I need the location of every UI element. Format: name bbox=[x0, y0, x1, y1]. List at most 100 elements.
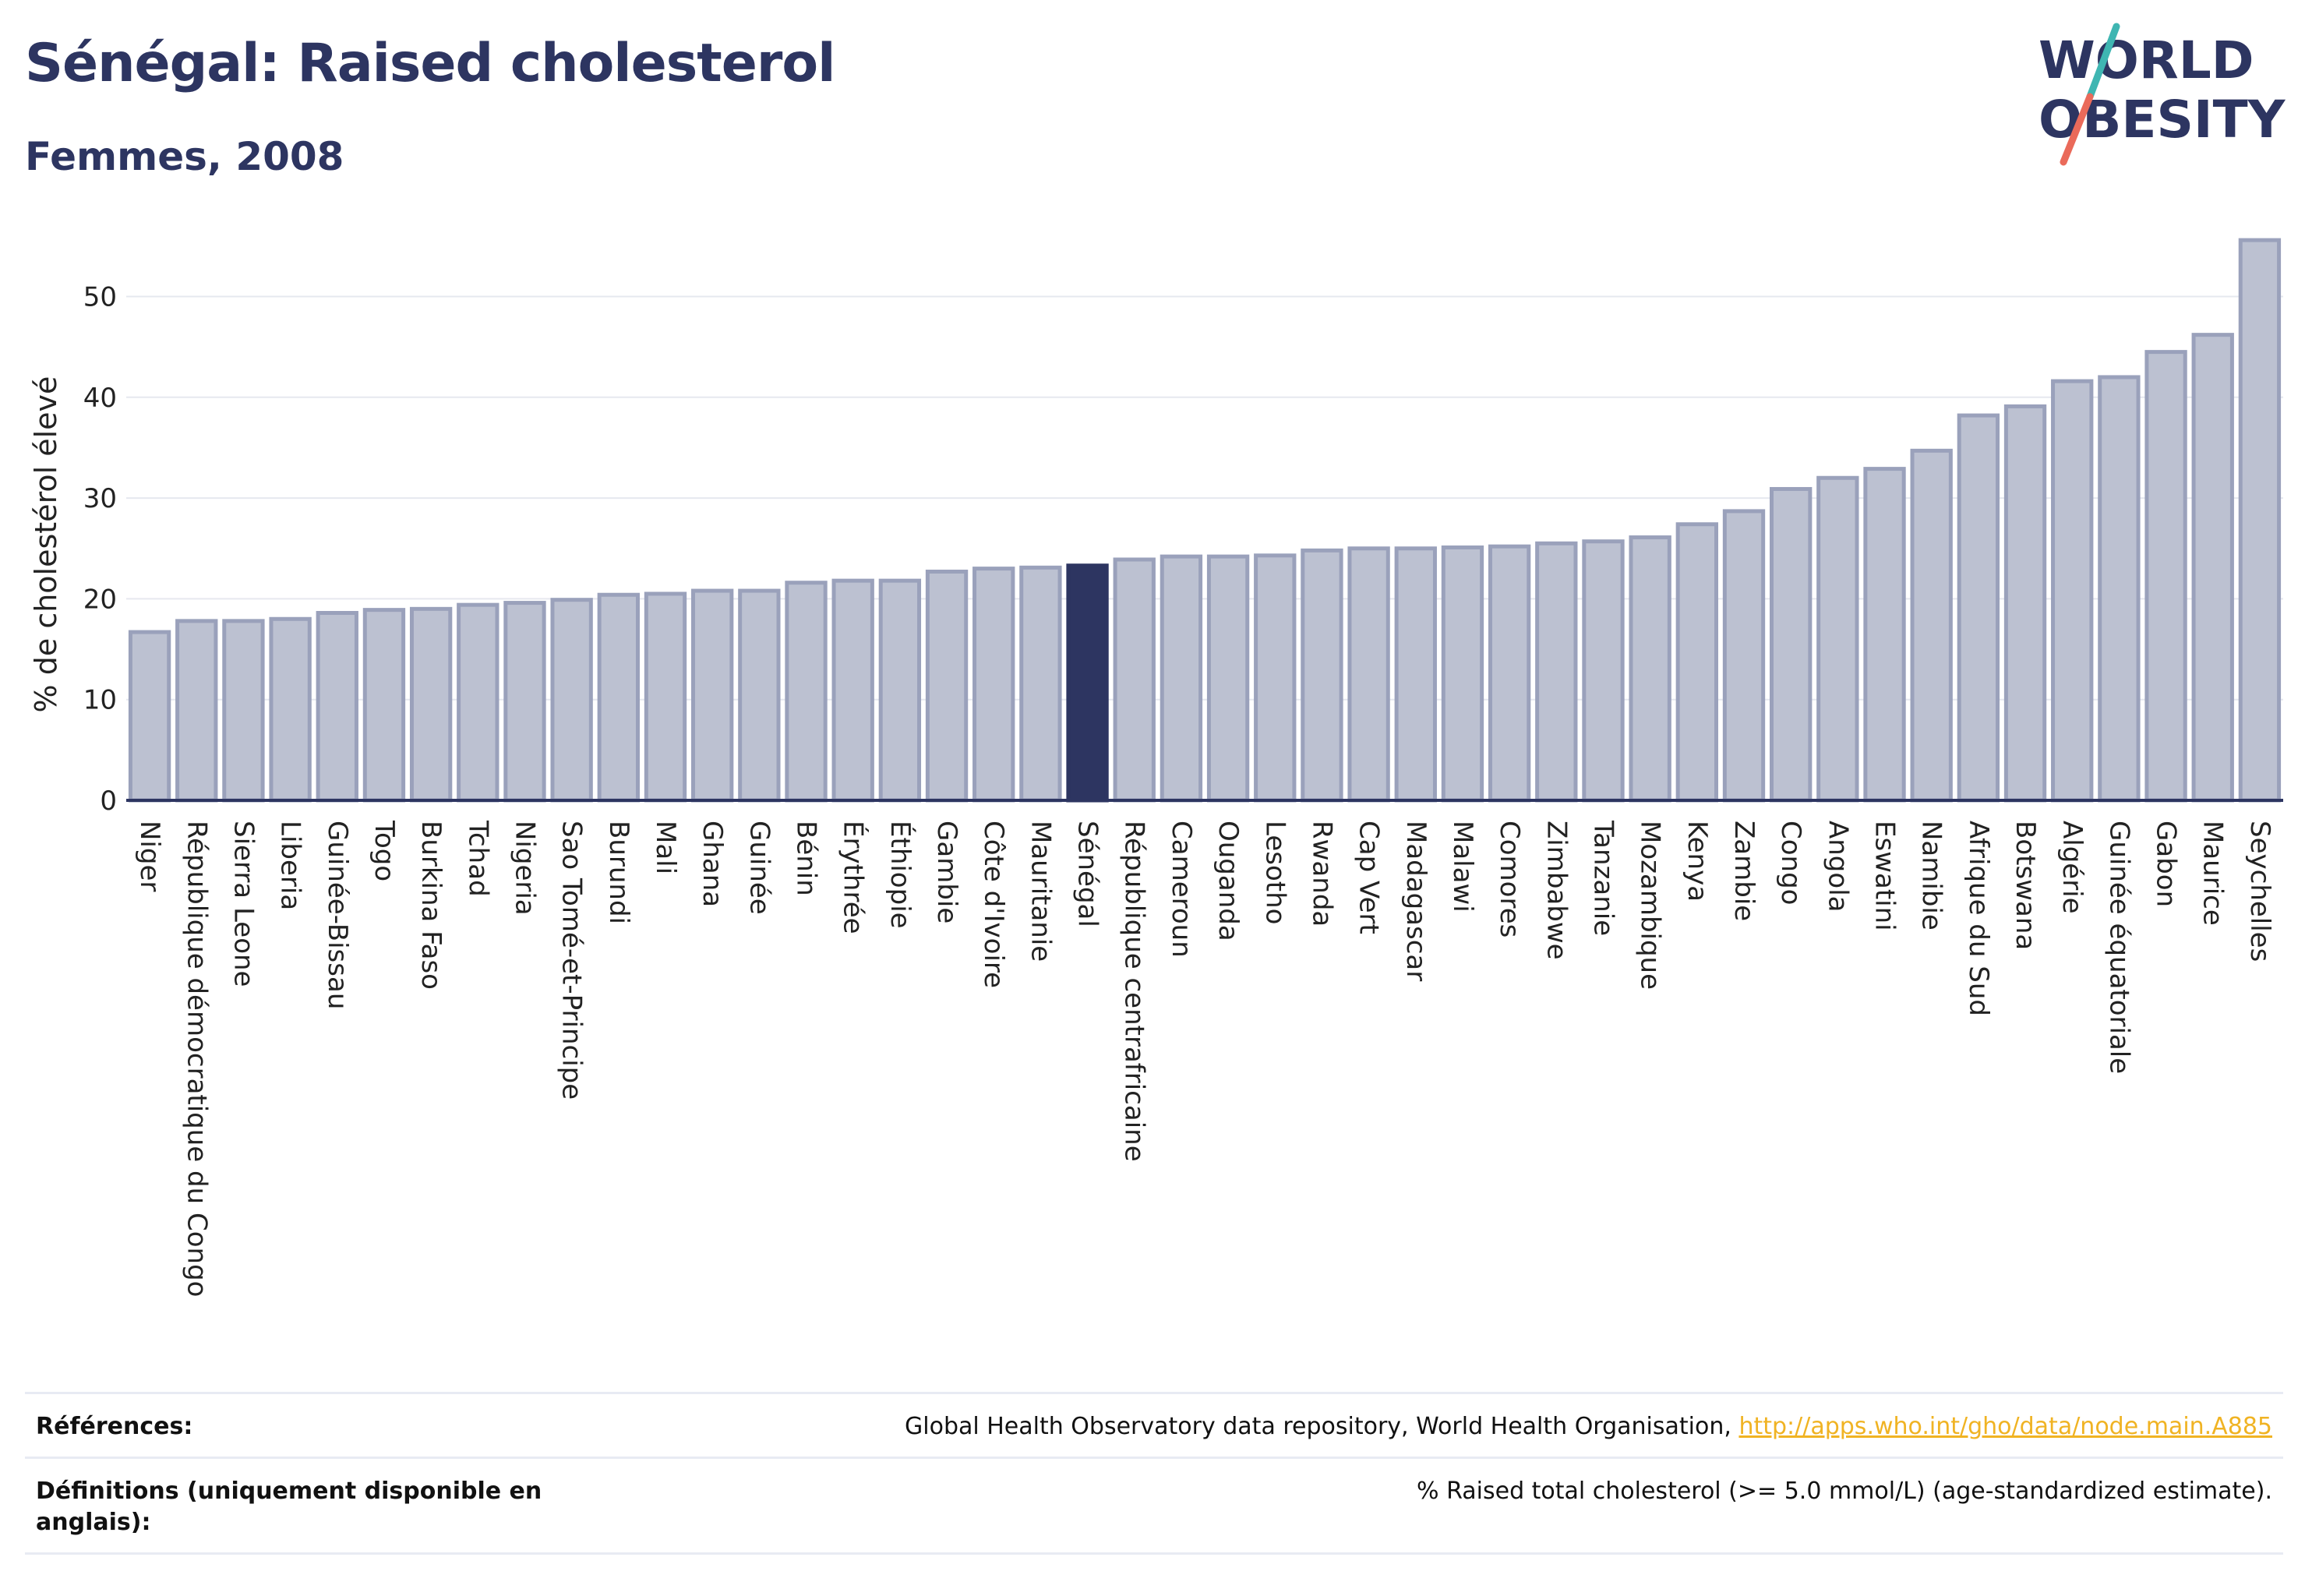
x-tick-label: Malawi bbox=[1447, 821, 1478, 913]
x-tick-label: Bénin bbox=[791, 821, 822, 896]
bar bbox=[128, 630, 171, 803]
logo-line-1: WORLD bbox=[2038, 30, 2254, 90]
bar bbox=[1206, 554, 1250, 803]
x-tick-label: Kenya bbox=[1682, 821, 1713, 902]
references-text: Global Health Observatory data repositor… bbox=[905, 1413, 1739, 1440]
y-tick-label: 0 bbox=[100, 786, 117, 817]
bar bbox=[362, 608, 406, 803]
references-link[interactable]: http://apps.who.int/gho/data/node.main.A… bbox=[1738, 1413, 2272, 1440]
x-tick-label: Eswatini bbox=[1869, 821, 1901, 931]
x-tick-label: Madagascar bbox=[1400, 821, 1431, 981]
bar bbox=[269, 616, 312, 803]
bar bbox=[972, 567, 1015, 803]
y-tick-label: 20 bbox=[83, 584, 117, 615]
y-tick-label: 50 bbox=[83, 282, 117, 313]
bar bbox=[925, 569, 969, 803]
x-tick-label: Lesotho bbox=[1259, 821, 1290, 924]
x-tick-label: Zambie bbox=[1728, 821, 1760, 921]
x-tick-label: Algérie bbox=[2056, 821, 2088, 914]
bar bbox=[1113, 557, 1156, 803]
bar bbox=[175, 619, 218, 803]
x-tick-label: Sénégal bbox=[1072, 821, 1103, 927]
definitions-row: Définitions (uniquement disponible en an… bbox=[25, 1457, 2283, 1555]
bar bbox=[1722, 509, 1766, 803]
x-tick-label: Botswana bbox=[2010, 821, 2041, 950]
x-tick-label: Gambie bbox=[931, 821, 962, 923]
bar bbox=[1957, 413, 2000, 803]
x-tick-label: Érythrée bbox=[838, 821, 870, 934]
x-tick-label: Mauritanie bbox=[1025, 821, 1056, 962]
x-tick-label: Guinée bbox=[743, 821, 775, 915]
x-tick-label: Congo bbox=[1775, 821, 1806, 905]
bar bbox=[457, 602, 499, 803]
x-tick-label: Comores bbox=[1494, 821, 1525, 937]
x-tick-label: Côte d'Ivoire bbox=[978, 821, 1009, 988]
bar-highlighted bbox=[1066, 563, 1109, 803]
x-axis-ticks: Niger République démocratique du Congo Sie… bbox=[134, 820, 2275, 1297]
bar bbox=[1863, 467, 1906, 803]
x-tick-label: Namibie bbox=[1916, 821, 1947, 930]
bar bbox=[878, 578, 922, 803]
world-obesity-logo: WORLD OBESITY bbox=[2038, 23, 2286, 166]
x-tick-label: Cameroun bbox=[1166, 821, 1197, 958]
x-tick-label: Éthiopie bbox=[884, 821, 916, 929]
chart-title: Sénégal: Raised cholesterol bbox=[25, 33, 835, 94]
x-tick-label: Afrique du Sud bbox=[1963, 821, 1994, 1016]
bar bbox=[1160, 554, 1203, 803]
x-tick-label: Gabon bbox=[2151, 821, 2182, 907]
references-label: Références: bbox=[36, 1413, 193, 1440]
x-tick-label: Ouganda bbox=[1213, 821, 1244, 941]
bar bbox=[1816, 475, 1859, 803]
logo-slash-teal bbox=[2086, 23, 2120, 101]
x-tick-label: Tanzanie bbox=[1587, 820, 1618, 936]
bar bbox=[1629, 535, 1671, 803]
bar bbox=[644, 591, 687, 803]
bar bbox=[2144, 350, 2187, 803]
x-tick-label: Burundi bbox=[603, 821, 634, 924]
bar bbox=[1488, 544, 1531, 803]
bar bbox=[2238, 238, 2282, 803]
references-row: Références: Global Health Observatory da… bbox=[25, 1392, 2283, 1457]
x-tick-label: Seychelles bbox=[2244, 821, 2275, 962]
definitions-value: % Raised total cholesterol (>= 5.0 mmol/… bbox=[1417, 1478, 2272, 1505]
bar bbox=[409, 606, 453, 803]
bar bbox=[1675, 522, 1718, 803]
bar bbox=[785, 581, 828, 803]
bar bbox=[2098, 375, 2141, 803]
bar bbox=[738, 588, 781, 803]
bar bbox=[503, 601, 546, 803]
bar bbox=[1910, 448, 1953, 803]
bar bbox=[1254, 553, 1297, 803]
references-value: Global Health Observatory data repositor… bbox=[905, 1411, 2272, 1442]
x-tick-label: Sao Tomé-et-Principe bbox=[556, 821, 588, 1100]
bar bbox=[316, 611, 358, 803]
bar-chart: 0 10 20 30 40 50 Niger République démocratique… bbox=[29, 238, 2283, 1297]
bar bbox=[1019, 565, 1062, 803]
x-tick-label: Burkina Faso bbox=[415, 821, 447, 990]
x-tick-label: Ghana bbox=[697, 821, 728, 907]
y-tick-label: 40 bbox=[83, 383, 117, 414]
x-tick-label: République centrafricaine bbox=[1119, 821, 1150, 1162]
bar bbox=[2003, 404, 2047, 803]
logo-slash-coral bbox=[2060, 93, 2094, 166]
x-tick-label: Togo bbox=[369, 820, 400, 881]
bars bbox=[128, 238, 2282, 803]
y-tick-label: 30 bbox=[83, 483, 117, 514]
bar bbox=[550, 598, 593, 803]
bar bbox=[1770, 486, 1813, 803]
bar bbox=[1394, 546, 1437, 803]
y-tick-label: 10 bbox=[83, 685, 117, 716]
bar bbox=[1347, 546, 1390, 803]
x-tick-label: Niger bbox=[134, 821, 165, 892]
bar bbox=[691, 588, 734, 803]
x-tick-label: Maurice bbox=[2197, 821, 2229, 926]
bar bbox=[597, 592, 640, 803]
x-tick-label: Sierra Leone bbox=[228, 821, 259, 987]
x-tick-label: Rwanda bbox=[1306, 821, 1337, 927]
footer-table: Références: Global Health Observatory da… bbox=[25, 1392, 2283, 1555]
bar bbox=[2191, 333, 2234, 803]
bar bbox=[1441, 545, 1484, 803]
x-tick-label: Guinée équatoriale bbox=[2103, 821, 2134, 1074]
x-tick-label: Liberia bbox=[275, 821, 306, 910]
x-tick-label: Angola bbox=[1822, 821, 1853, 912]
